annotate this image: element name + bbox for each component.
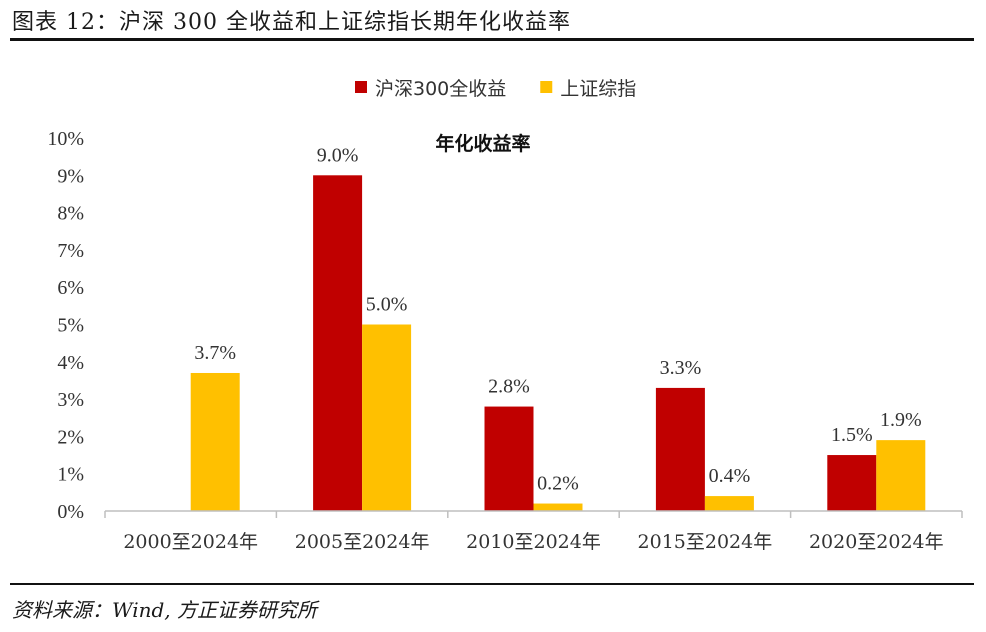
bar: [655, 387, 705, 511]
bottom-rule: [10, 583, 974, 585]
data-label: 2.8%: [488, 376, 530, 398]
data-label: 3.3%: [660, 357, 702, 379]
data-label: 9.0%: [317, 144, 359, 166]
legend: 沪深300全收益 上证综指: [355, 78, 636, 100]
x-category-label: 2005至2024年: [295, 531, 430, 553]
x-category-label: 2020至2024年: [809, 531, 944, 553]
y-tick-label: 0%: [57, 501, 84, 523]
bar: [190, 372, 240, 511]
y-tick-label: 8%: [57, 203, 84, 225]
bar: [313, 175, 363, 512]
y-tick-label: 5%: [57, 315, 84, 337]
data-label: 1.9%: [880, 409, 922, 431]
data-label: 0.4%: [709, 465, 751, 487]
y-axis: 0% 1% 2% 3% 4% 5% 6% 7% 8% 9% 10%: [47, 128, 84, 523]
y-tick-label: 10%: [47, 128, 84, 150]
data-label: 1.5%: [831, 424, 873, 446]
bar: [533, 503, 583, 511]
bar: [876, 440, 926, 511]
bar: [484, 406, 534, 511]
x-category-label: 2010至2024年: [466, 531, 601, 553]
source-note: 资料来源：Wind, 方正证券研究所: [12, 598, 317, 622]
data-label: 0.2%: [537, 473, 579, 495]
bar: [704, 496, 754, 511]
y-tick-label: 3%: [57, 389, 84, 411]
legend-swatch: [540, 81, 553, 93]
bar: [362, 324, 412, 511]
x-category-label: 2015至2024年: [638, 531, 773, 553]
y-tick-label: 2%: [57, 426, 84, 448]
y-tick-label: 4%: [57, 352, 84, 374]
bar: [827, 455, 877, 511]
data-label: 3.7%: [194, 342, 236, 364]
bars: [190, 175, 926, 512]
data-labels: 9.0% 2.8% 3.3% 1.5% 3.7% 5.0% 0.2% 0.4% 1.9%: [194, 144, 921, 494]
x-category-label: 2000至2024年: [123, 531, 258, 553]
x-axis: 2000至2024年 2005至2024年 2010至2024年 2015至2024年…: [104, 510, 963, 553]
y-tick-label: 9%: [57, 165, 84, 187]
figure-title: 图表 12：沪深 300 全收益和上证综指长期年化收益率: [12, 10, 571, 35]
legend-label: 上证综指: [560, 78, 636, 100]
y-tick-label: 6%: [57, 277, 84, 299]
data-label: 5.0%: [366, 294, 408, 316]
y-tick-label: 1%: [57, 464, 84, 486]
chart-title: 年化收益率: [435, 132, 530, 155]
y-tick-label: 7%: [57, 240, 84, 262]
legend-swatch: [355, 81, 367, 93]
top-rule: [10, 38, 974, 41]
legend-label: 沪深300全收益: [375, 78, 506, 100]
